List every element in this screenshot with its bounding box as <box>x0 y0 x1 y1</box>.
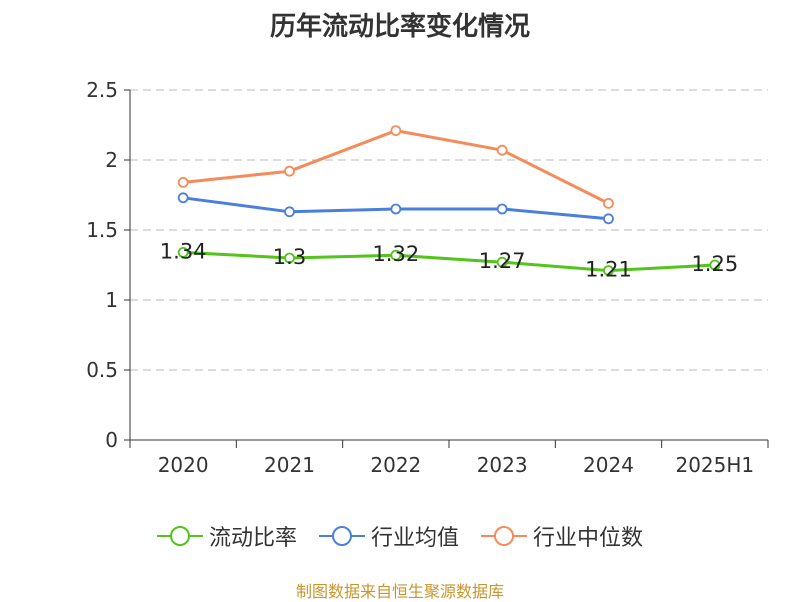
data-labels: 1.34 1.3 1.32 1.27 1.21 1.25 <box>160 239 738 281</box>
legend-swatch-industry-median <box>481 526 527 546</box>
data-point <box>284 165 295 177</box>
y-tick-label: 0.5 <box>86 358 118 382</box>
data-point <box>603 197 614 209</box>
x-tick-label: 2025H1 <box>675 453 754 477</box>
y-tick-label: 1.5 <box>86 218 118 242</box>
source-note: 制图数据来自恒生聚源数据库 <box>295 582 504 601</box>
series-line <box>183 250 715 273</box>
legend-label-industry-median: 行业中位数 <box>533 526 644 551</box>
data-label: 1.3 <box>273 245 306 269</box>
legend-label-industry-mean: 行业均值 <box>370 526 459 551</box>
series <box>177 125 721 277</box>
data-point <box>603 265 614 277</box>
data-point <box>603 213 614 225</box>
axes: 0 0.5 1 1.5 2 2.5 2020 2021 2022 2023 2024 2025H1 <box>86 78 769 477</box>
x-tick-label: 2023 <box>477 453 528 477</box>
x-tick-label: 2020 <box>158 453 209 477</box>
series-line <box>183 129 610 205</box>
data-label: 1.21 <box>585 258 632 282</box>
data-label: 1.32 <box>372 242 419 266</box>
data-point <box>390 125 402 137</box>
data-label: 1.34 <box>160 239 207 263</box>
legend-item-industry-median[interactable]: 行业中位数 <box>481 520 643 552</box>
y-tick-label: 2 <box>105 148 118 172</box>
y-tick-label: 2.5 <box>86 78 118 102</box>
data-point <box>284 206 295 218</box>
data-label: 1.27 <box>479 249 526 273</box>
data-point <box>496 203 508 215</box>
legend-swatch-current-ratio <box>156 526 203 546</box>
data-point <box>177 246 189 258</box>
x-tick-label: 2024 <box>583 453 634 477</box>
data-label: 1.25 <box>691 252 738 276</box>
legend-item-industry-mean[interactable]: 行业均值 <box>318 520 459 552</box>
legend-label-current-ratio: 流动比率 <box>208 526 297 551</box>
x-tick-label: 2021 <box>264 453 315 477</box>
data-point <box>709 259 721 271</box>
chart-title: 历年流动比率变化情况 <box>269 12 530 42</box>
x-tick-label: 2022 <box>370 453 421 477</box>
legend-item-current-ratio[interactable]: 流动比率 <box>156 520 297 552</box>
legend: 流动比率 行业均值 行业中位数 <box>0 520 800 552</box>
data-point <box>496 256 508 268</box>
legend-swatch-industry-mean <box>318 526 365 546</box>
data-point <box>177 176 189 188</box>
gridlines <box>130 89 768 371</box>
y-tick-label: 1 <box>105 288 118 312</box>
data-point <box>496 144 508 156</box>
data-point <box>390 203 402 215</box>
y-tick-label: 0 <box>105 428 118 452</box>
data-point <box>284 252 295 264</box>
data-point <box>390 249 402 261</box>
data-point <box>177 192 189 204</box>
